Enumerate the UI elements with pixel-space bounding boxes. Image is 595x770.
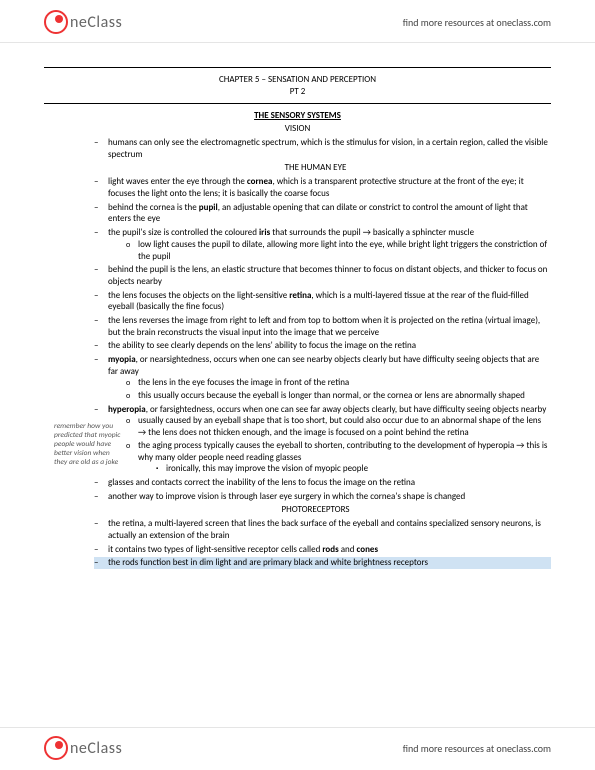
vision-heading: VISION [44,123,551,134]
bullet-item-highlighted: the rods function best in dim light and … [94,557,551,569]
sub-bullet: usually caused by an eyeball shape that … [126,415,551,438]
chapter-title: CHAPTER 5 – SENSATION AND PERCEPTION [44,74,551,85]
sub-bullet: this usually occurs because the eyeball … [126,390,551,402]
margin-annotation: remember how you predicted that myopic p… [54,422,122,467]
bullet-item: the pupil's size is controlled the colou… [94,227,551,262]
logo-icon [44,10,68,34]
section-title: THE SENSORY SYSTEMS [44,110,551,121]
page-header: neClass find more resources at oneclass.… [0,0,595,43]
bullet-item: the retina, a multi-layered screen that … [94,518,551,541]
sub-sub-bullet: ironically, this may improve the vision … [156,463,551,475]
sub-bullet: low light causes the pupil to dilate, al… [126,239,551,262]
bullet-item: the lens reverses the image from right t… [94,315,551,338]
bullet-item: behind the cornea is the pupil, an adjus… [94,202,551,225]
document-body: CHAPTER 5 – SENSATION AND PERCEPTION PT … [0,43,595,569]
bullet-item: myopia, or nearsightedness, occurs when … [94,354,551,402]
bullet-item: light waves enter the eye through the co… [94,176,551,199]
bullet-item: it contains two types of light-sensitive… [94,544,551,556]
content-area: humans can only see the electromagnetic … [44,137,551,569]
top-rule [44,67,551,68]
bullet-item: remember how you predicted that myopic p… [94,404,551,475]
footer-resource-link[interactable]: find more resources at oneclass.com [403,742,551,755]
rule-2 [44,103,551,104]
bullet-item: behind the pupil is the lens, an elastic… [94,264,551,287]
logo-icon [44,736,68,760]
bullet-item: the lens focuses the objects on the ligh… [94,290,551,313]
bullet-item: another way to improve vision is through… [94,491,551,503]
logo-text: neClass [70,13,122,32]
sub-bullet: the lens in the eye focuses the image in… [126,377,551,389]
part-label: PT 2 [44,86,551,97]
sub-bullet: the aging process typically causes the e… [126,440,551,475]
human-eye-heading: THE HUMAN EYE [80,162,551,173]
footer-logo: neClass [44,736,122,760]
bullet-item: the ability to see clearly depends on th… [94,340,551,352]
page-footer: neClass find more resources at oneclass.… [0,727,595,770]
logo: neClass [44,10,122,34]
bullet-item: humans can only see the electromagnetic … [94,137,551,160]
bullet-item: glasses and contacts correct the inabili… [94,477,551,489]
logo-text: neClass [70,739,122,758]
header-resource-link[interactable]: find more resources at oneclass.com [403,16,551,29]
photoreceptors-heading: PHOTORECEPTORS [80,504,551,515]
